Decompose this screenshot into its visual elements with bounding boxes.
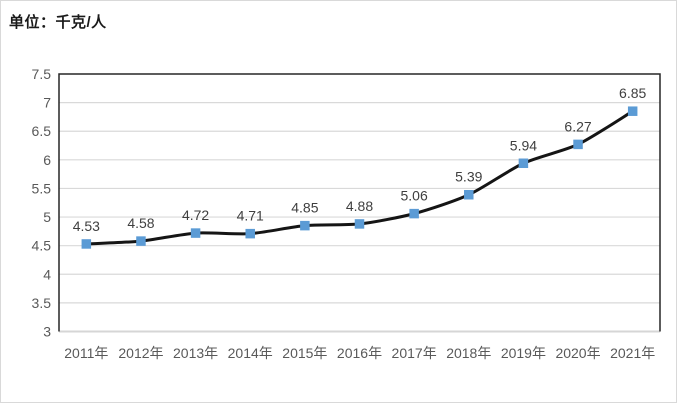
data-point-label: 4.85 xyxy=(291,200,318,216)
x-axis-tick-label: 2018年 xyxy=(446,345,491,361)
data-point-marker xyxy=(573,139,583,150)
data-point-label: 5.06 xyxy=(401,188,428,204)
data-point-marker xyxy=(245,228,255,239)
y-axis-tick-label: 4.5 xyxy=(32,238,52,254)
y-axis-tick-label: 6 xyxy=(43,152,51,168)
x-axis-tick-label: 2013年 xyxy=(173,345,218,361)
unit-label: 单位：千克/人 xyxy=(9,14,107,31)
data-point-label: 4.58 xyxy=(127,215,154,231)
x-axis-tick-label: 2019年 xyxy=(501,345,546,361)
y-axis-tick-label: 7 xyxy=(43,95,51,111)
data-point-marker xyxy=(354,219,365,229)
data-point-label: 5.94 xyxy=(510,137,537,153)
y-axis-tick-label: 3.5 xyxy=(32,295,52,311)
x-axis-tick-label: 2015年 xyxy=(282,345,327,361)
data-point-marker xyxy=(464,189,474,200)
data-point-label: 4.71 xyxy=(237,208,264,224)
data-point-label: 4.72 xyxy=(182,207,209,223)
y-axis-tick-label: 4 xyxy=(43,266,51,282)
y-axis-tick-label: 7.5 xyxy=(32,66,52,82)
data-point-label: 5.39 xyxy=(455,169,482,185)
data-point-marker xyxy=(300,220,310,231)
x-axis-tick-label: 2021年 xyxy=(610,345,655,361)
x-axis-tick-label: 2016年 xyxy=(337,345,382,361)
y-axis-tick-label: 3 xyxy=(43,324,51,340)
y-axis-tick-label: 5 xyxy=(43,209,51,225)
data-point-marker xyxy=(81,239,92,249)
x-axis-tick-label: 2020年 xyxy=(555,345,600,361)
data-point-label: 6.85 xyxy=(619,85,646,101)
data-point-marker xyxy=(518,158,529,169)
data-point-marker xyxy=(190,228,201,238)
data-point-marker xyxy=(627,106,638,116)
plot-border xyxy=(58,73,661,332)
y-axis-tick-label: 5.5 xyxy=(32,180,52,196)
x-axis-tick-label: 2012年 xyxy=(118,345,163,361)
y-axis-tick-label: 6.5 xyxy=(32,123,52,139)
data-point-marker xyxy=(136,236,146,246)
data-point-label: 4.53 xyxy=(73,218,100,234)
data-point-label: 4.88 xyxy=(346,198,373,214)
data-point-label: 6.27 xyxy=(564,118,591,134)
x-axis-tick-label: 2011年 xyxy=(64,345,108,361)
data-point-marker xyxy=(409,208,419,219)
x-axis-tick-label: 2017年 xyxy=(392,345,437,361)
x-axis-tick-label: 2014年 xyxy=(228,345,273,361)
